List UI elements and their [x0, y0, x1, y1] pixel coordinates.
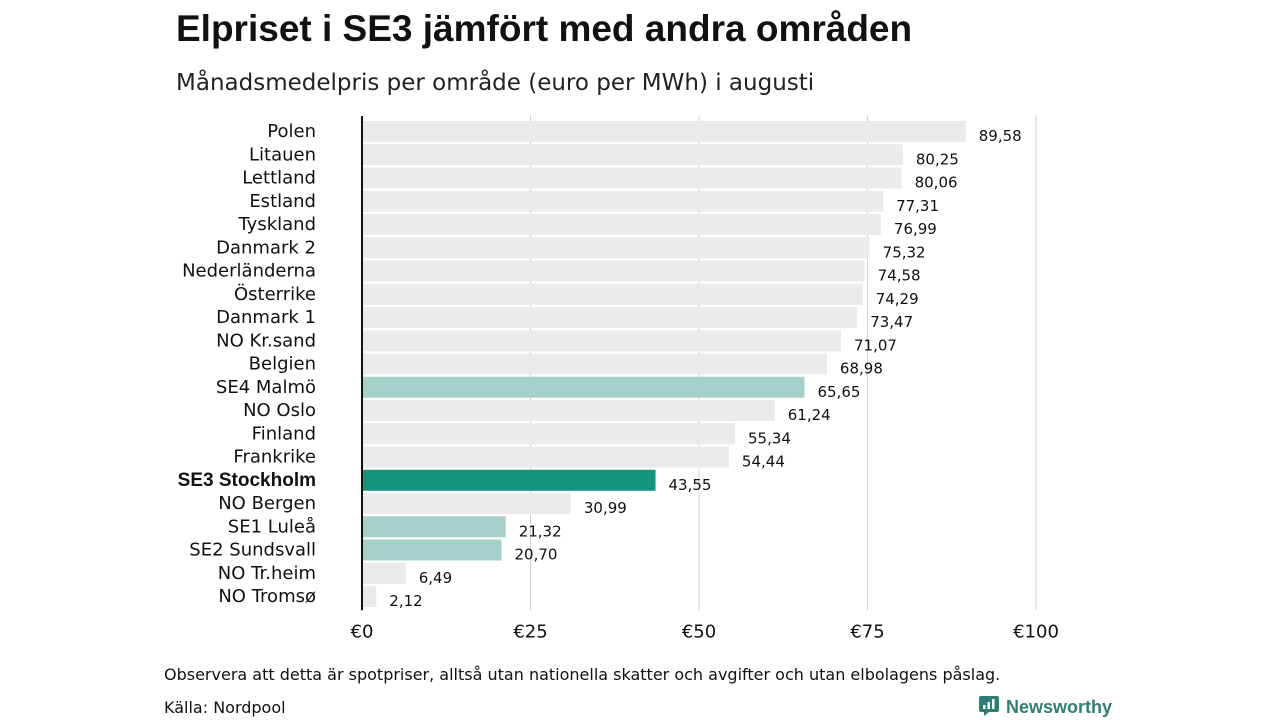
bar	[362, 260, 865, 282]
bar	[362, 237, 870, 259]
category-label: Nederländerna	[182, 261, 316, 282]
category-label: Lettland	[242, 168, 316, 189]
x-axis-ticks: €0 €25 €50 €75 €100	[351, 116, 1059, 642]
bars	[362, 121, 966, 607]
category-label: Frankrike	[233, 447, 316, 468]
value-label: 77,31	[896, 197, 939, 215]
value-label: 73,47	[870, 313, 913, 331]
value-label: 65,65	[817, 383, 860, 401]
bar	[362, 562, 406, 584]
value-label: 55,34	[748, 429, 791, 447]
category-label: Polen	[267, 121, 316, 142]
bar	[362, 469, 656, 491]
bar	[362, 353, 827, 375]
category-label: SE3 Stockholm	[178, 470, 316, 491]
brand-logo: Newsworthy	[978, 694, 1112, 720]
category-label: Belgien	[249, 354, 316, 375]
value-label: 74,58	[878, 267, 921, 285]
x-tick-label: €75	[850, 621, 884, 642]
value-label: 71,07	[854, 336, 897, 354]
category-label: NO Kr.sand	[216, 330, 316, 351]
category-label: Finland	[252, 423, 316, 444]
bar	[362, 446, 729, 468]
bar	[362, 586, 377, 607]
bar	[362, 376, 805, 398]
source-note: Källa: Nordpool	[164, 698, 286, 717]
bar	[362, 400, 775, 421]
bar	[362, 493, 571, 514]
value-label: 61,24	[788, 406, 831, 424]
bar	[362, 144, 903, 166]
bar	[362, 214, 881, 235]
category-label: NO Tr.heim	[218, 563, 316, 584]
bar	[362, 190, 884, 212]
category-label: Tyskland	[237, 214, 316, 235]
chart-title: Elpriset i SE3 jämfört med andra områden	[176, 8, 913, 49]
category-label: Litauen	[249, 144, 316, 165]
value-label: 80,25	[916, 150, 959, 168]
value-label: 76,99	[894, 220, 937, 238]
category-label: SE4 Malmö	[216, 377, 316, 398]
category-label: Danmark 1	[216, 307, 316, 328]
value-labels: 89,58 80,25 80,06 77,31 76,99 75,32 74,58 74,29…	[389, 127, 1021, 610]
value-label: 54,44	[742, 453, 785, 471]
bar	[362, 539, 502, 561]
chart-subtitle: Månadsmedelpris per område (euro per MWh…	[176, 70, 815, 96]
value-label: 75,32	[883, 243, 926, 261]
bar	[362, 307, 858, 328]
value-label: 20,70	[515, 546, 558, 564]
value-label: 68,98	[840, 360, 883, 378]
x-tick-label: €50	[682, 621, 716, 642]
bar	[362, 167, 902, 189]
value-label: 74,29	[876, 290, 919, 308]
category-label: NO Tromsø	[218, 586, 316, 607]
value-label: 80,06	[915, 174, 958, 192]
value-label: 89,58	[979, 127, 1022, 145]
value-label: 2,12	[389, 592, 422, 610]
bar	[362, 121, 966, 142]
x-tick-label: €0	[351, 621, 374, 642]
category-label: NO Bergen	[218, 493, 316, 514]
bar	[362, 283, 863, 305]
value-label: 21,32	[519, 522, 562, 540]
category-label: SE2 Sundsvall	[189, 540, 316, 561]
category-label: Danmark 2	[216, 237, 316, 258]
bar	[362, 423, 735, 445]
newsworthy-logo-icon	[978, 694, 1000, 720]
category-label: SE1 Luleå	[228, 516, 316, 537]
value-label: 43,55	[669, 476, 712, 494]
x-tick-label: €100	[1013, 621, 1059, 642]
value-label: 6,49	[419, 569, 452, 587]
bar	[362, 516, 506, 538]
value-label: 30,99	[584, 499, 627, 517]
category-label: NO Oslo	[243, 400, 316, 421]
category-label: Estland	[249, 191, 316, 212]
footnote: Observera att detta är spotpriser, allts…	[164, 665, 1001, 684]
category-labels: PolenLitauenLettlandEstlandTysklandDanma…	[178, 121, 316, 607]
brand-name: Newsworthy	[1006, 696, 1113, 717]
category-label: Österrike	[234, 283, 316, 305]
bar-chart: PolenLitauenLettlandEstlandTysklandDanma…	[178, 116, 1059, 642]
bar	[362, 330, 842, 352]
x-tick-label: €25	[513, 621, 547, 642]
